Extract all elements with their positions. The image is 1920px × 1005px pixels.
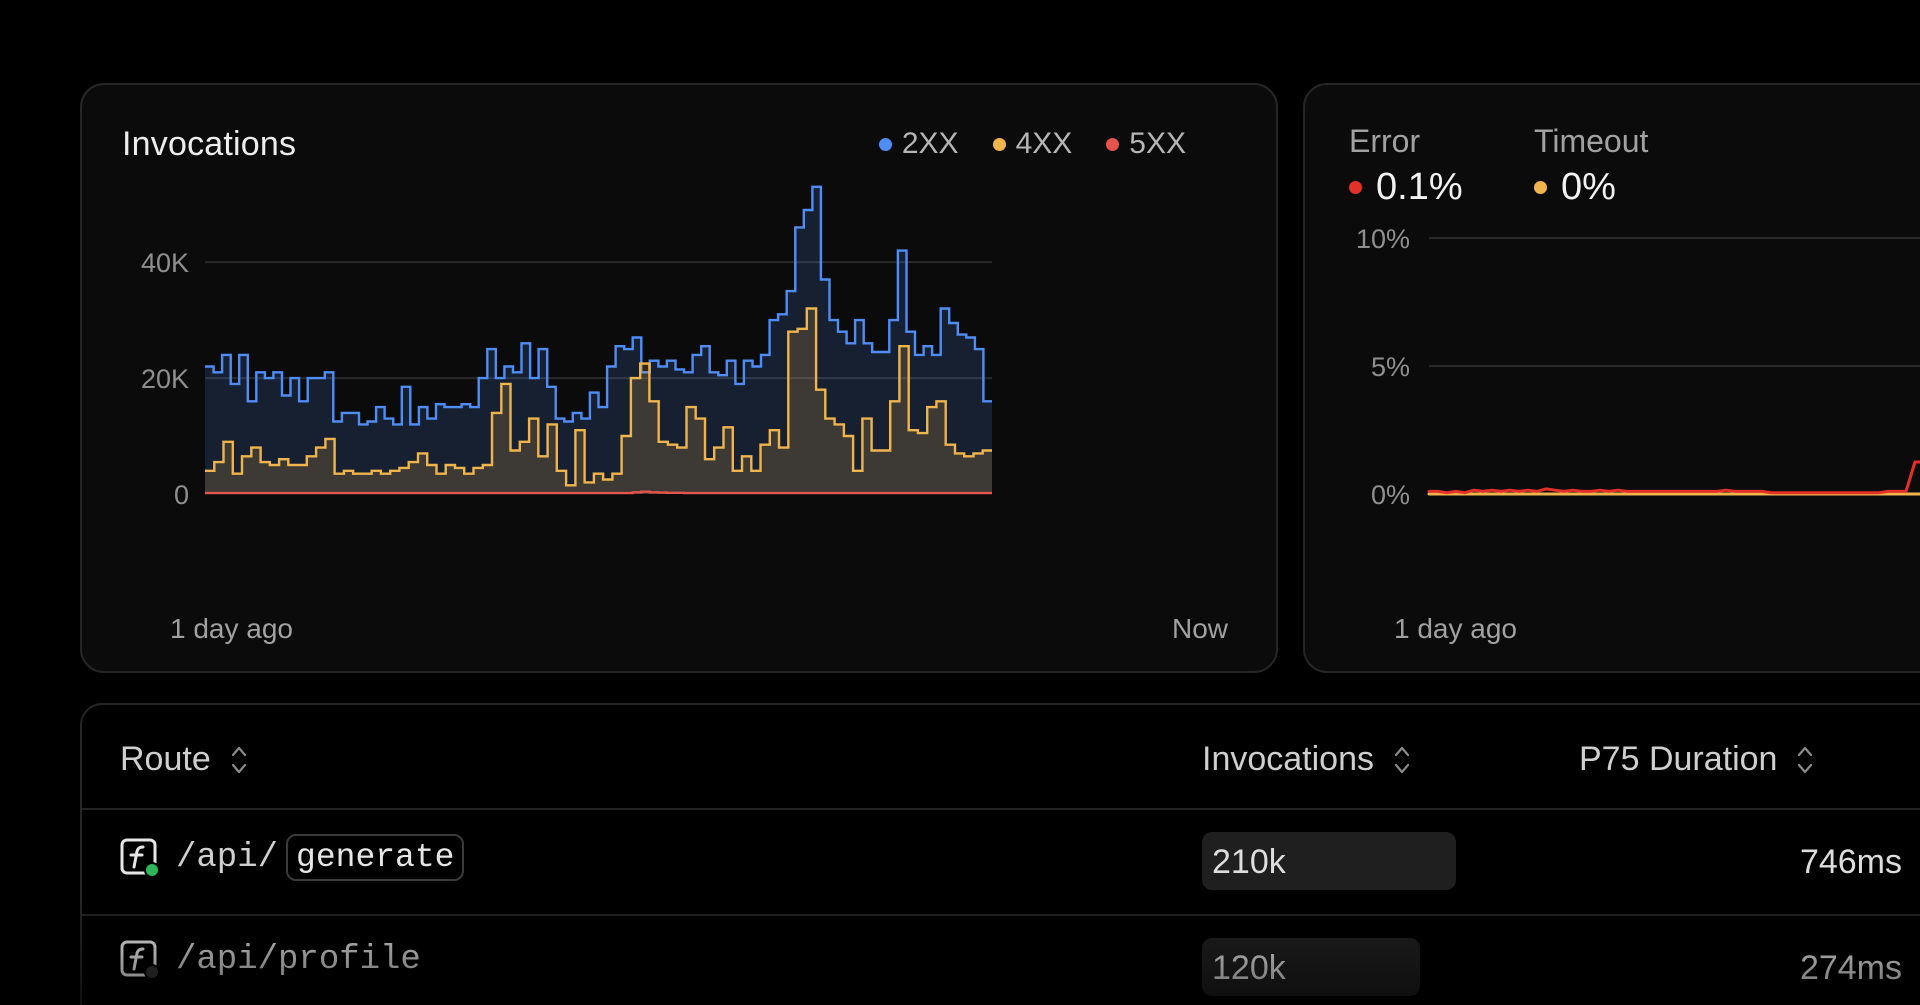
invocations-bar: [1202, 832, 1456, 890]
error-rate-card: Error 0.1% Timeout 0% 0% 5% 10% 1 day ago: [1303, 83, 1920, 673]
header-divider: [82, 808, 1920, 810]
legend-label-4xx: 4XX: [1015, 127, 1073, 160]
route-cell: /api/profile: [120, 940, 421, 980]
invocations-chart[interactable]: 0 20K 40K: [82, 85, 1276, 671]
legend-dot-5xx: [1106, 137, 1120, 151]
column-label-invocations: Invocations: [1202, 740, 1374, 778]
column-header-invocations[interactable]: Invocations: [1202, 740, 1412, 779]
timeout-metric[interactable]: Timeout 0%: [1534, 123, 1648, 209]
table-row[interactable]: /api/ generate 210k 746ms: [82, 810, 1920, 914]
error-label: Error: [1349, 123, 1421, 159]
y-tick-label: 40K: [141, 248, 189, 278]
column-header-p75-duration[interactable]: P75 Duration: [1579, 740, 1815, 779]
y-tick-label: 5%: [1371, 352, 1410, 382]
series-line-5xx: [205, 490, 992, 495]
status-dot: [146, 863, 158, 876]
invocations-card: Invocations 2XX 4XX 5XX 0 20K 40K 1 day ag…: [80, 83, 1278, 673]
sort-icon: [1798, 746, 1813, 773]
invocations-title: Invocations: [122, 125, 297, 163]
timeout-value: 0%: [1561, 166, 1616, 208]
error-value: 0.1%: [1376, 166, 1463, 208]
routes-table: Route Invocations P75 Duration: [80, 703, 1920, 1005]
series-area-2xx: [205, 186, 992, 495]
error-dot: [1349, 181, 1362, 194]
y-tick-label: 0%: [1371, 480, 1410, 510]
route-prefix: /api/: [176, 838, 279, 877]
legend-dot-4xx: [992, 137, 1006, 151]
y-tick-label: 10%: [1356, 224, 1410, 254]
y-tick-label: 0: [174, 480, 189, 510]
timeout-dot: [1534, 181, 1547, 194]
series-line-2xx: [205, 185, 992, 426]
sort-icon: [231, 746, 246, 773]
route-segment-chip[interactable]: generate: [286, 834, 465, 881]
route-cell: /api/ generate: [120, 834, 465, 881]
column-label-p75: P75 Duration: [1579, 740, 1778, 778]
invocations-legend: 2XX 4XX 5XX: [878, 127, 1186, 161]
legend-dot-2xx: [878, 137, 892, 151]
column-label-route: Route: [120, 740, 211, 778]
column-header-route[interactable]: Route: [120, 740, 249, 779]
error-rate-chart[interactable]: 0% 5% 10%: [1305, 85, 1920, 671]
legend-label-5xx: 5XX: [1129, 127, 1186, 160]
p75-duration-value: 274ms: [1799, 949, 1902, 987]
y-tick-label: 20K: [141, 364, 189, 394]
series-line-error: [1427, 460, 1920, 495]
invocations-time-start: 1 day ago: [170, 613, 293, 644]
invocations-value: 120k: [1212, 949, 1286, 987]
route-path: /api/profile: [176, 941, 421, 979]
sort-icon: [1394, 746, 1410, 773]
legend-item-5xx[interactable]: 5XX: [1106, 127, 1186, 161]
error-metric[interactable]: Error 0.1%: [1349, 123, 1463, 209]
legend-label-2xx: 2XX: [901, 127, 959, 160]
invocations-time-end: Now: [1171, 613, 1228, 644]
table-row[interactable]: /api/profile 120k 274ms: [82, 916, 1920, 1005]
invocations-value: 210k: [1212, 843, 1286, 881]
error-time-start: 1 day ago: [1394, 613, 1517, 644]
legend-item-2xx[interactable]: 2XX: [878, 127, 959, 161]
p75-duration-value: 746ms: [1799, 843, 1902, 881]
timeout-label: Timeout: [1534, 123, 1649, 159]
legend-item-4xx[interactable]: 4XX: [992, 127, 1073, 161]
series-area-4xx: [205, 308, 992, 494]
function-icon: [120, 838, 160, 878]
status-dot: [146, 966, 158, 978]
series-line-4xx: [205, 307, 992, 487]
function-icon: [120, 940, 160, 980]
